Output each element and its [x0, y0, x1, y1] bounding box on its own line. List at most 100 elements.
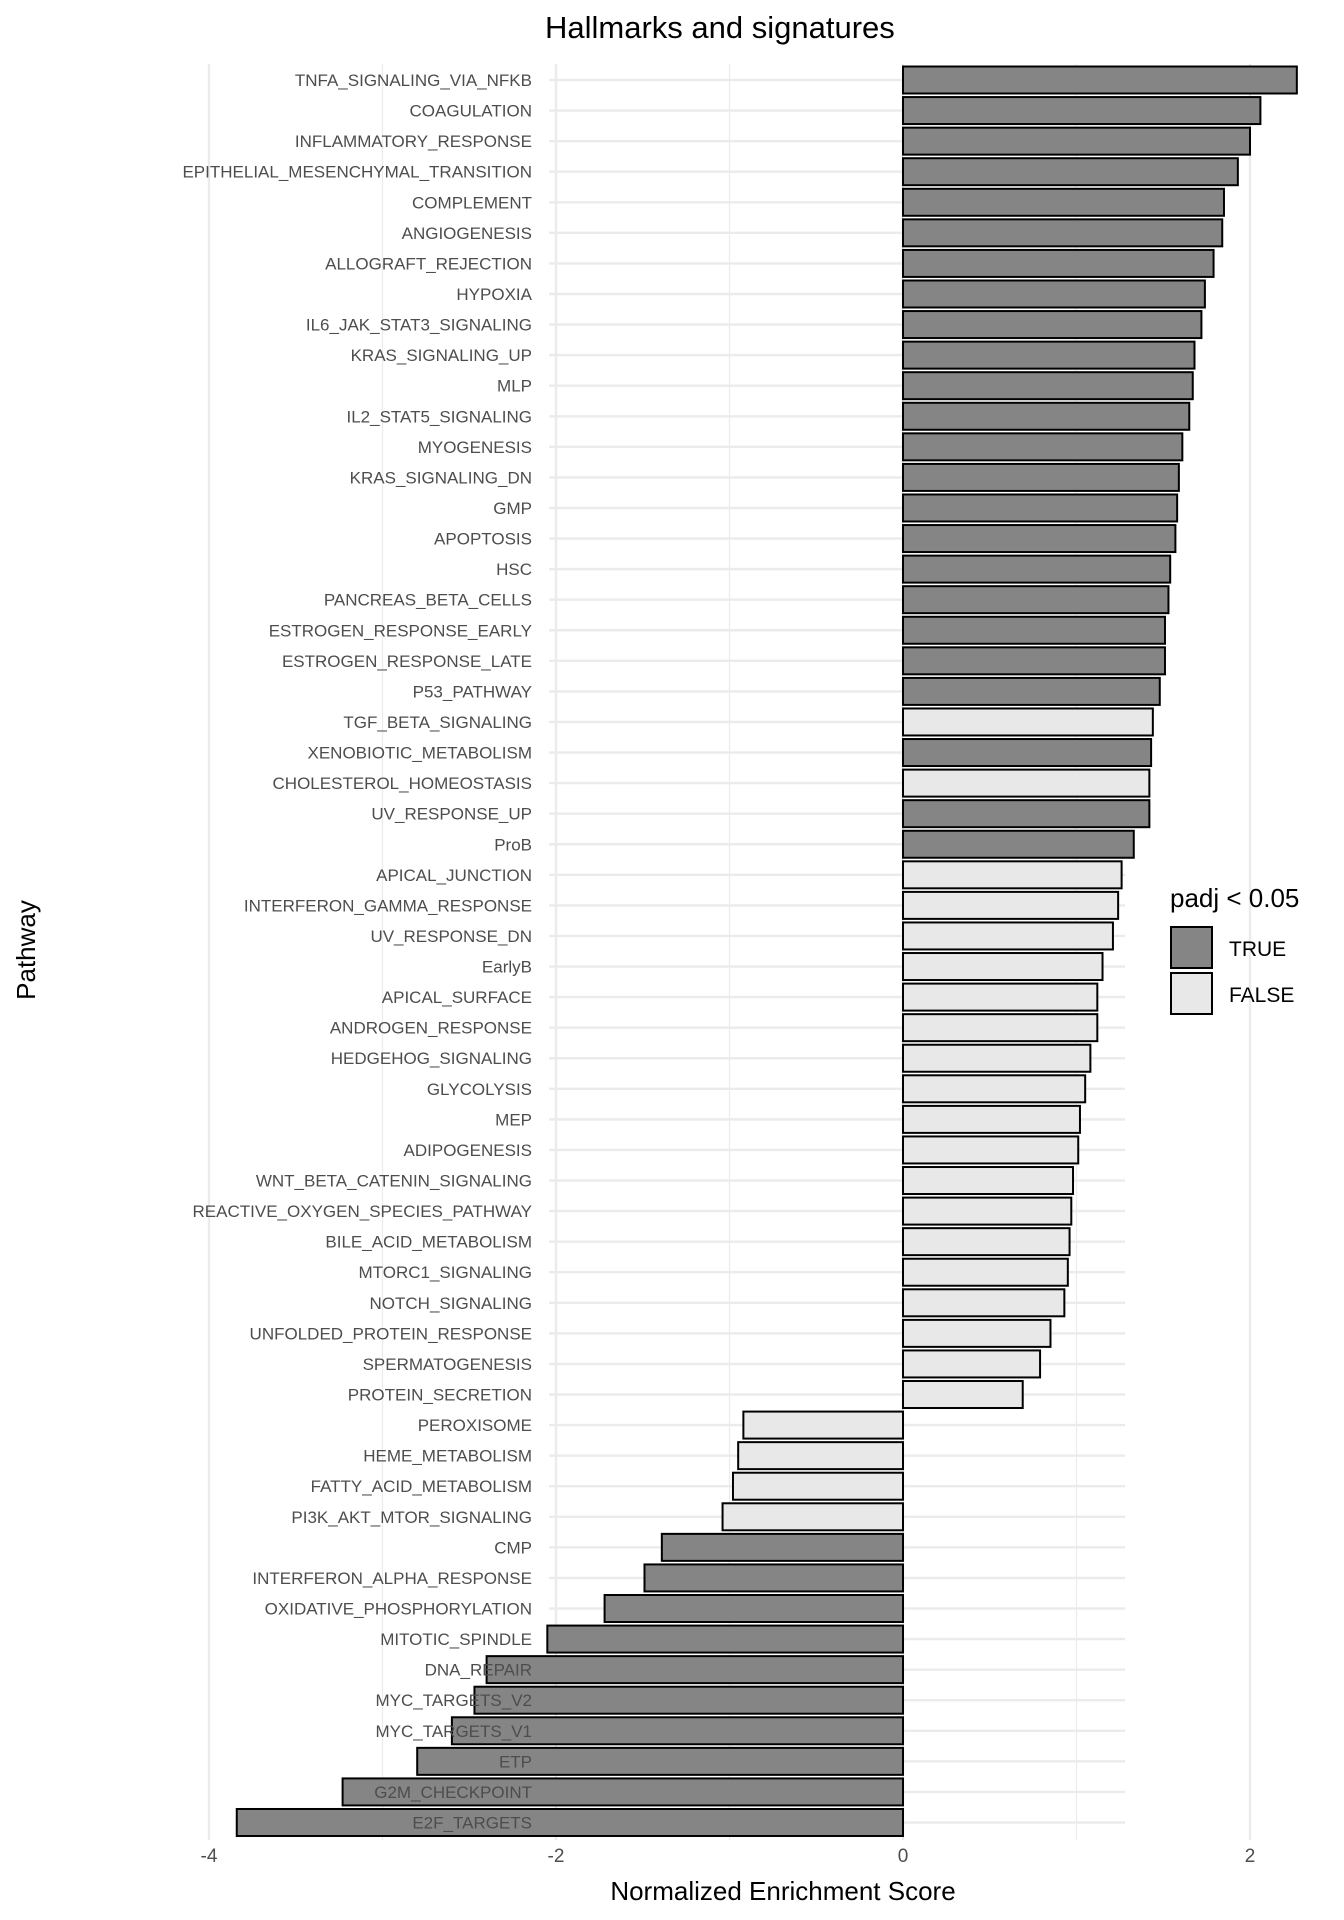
- bar: [235, 1807, 904, 1837]
- y-tick-label: HYPOXIA: [456, 285, 532, 304]
- bar: [902, 218, 1224, 248]
- x-tick-label: 2: [1245, 1846, 1256, 1867]
- y-tick-label: E2F_TARGETS: [412, 1813, 532, 1832]
- bar: [902, 1380, 1024, 1410]
- y-tick-label: APICAL_JUNCTION: [376, 866, 532, 885]
- bar: [902, 493, 1179, 523]
- y-tick-label: BILE_ACID_METABOLISM: [325, 1233, 532, 1252]
- bar: [902, 554, 1172, 584]
- y-tick-label: MYOGENESIS: [418, 438, 532, 457]
- bar: [902, 401, 1191, 431]
- y-tick-label: CHOLESTEROL_HOMEOSTASIS: [273, 774, 532, 793]
- bar: [902, 1043, 1092, 1073]
- bar: [902, 524, 1177, 554]
- y-tick-label: EPITHELIAL_MESENCHYMAL_TRANSITION: [182, 163, 532, 182]
- bar: [721, 1502, 904, 1532]
- y-tick-label: KRAS_SIGNALING_UP: [351, 346, 532, 365]
- x-tick-label: 0: [898, 1846, 909, 1867]
- bars: [235, 65, 1298, 1837]
- bar: [902, 310, 1203, 340]
- y-tick-label: ESTROGEN_RESPONSE_LATE: [282, 652, 532, 671]
- x-tick-label: -2: [548, 1846, 565, 1867]
- y-tick-label: ETP: [499, 1752, 532, 1771]
- y-tick-labels: TNFA_SIGNALING_VIA_NFKB COAGULATION INFLAM…: [182, 71, 532, 1832]
- legend: padj < 0.05 TRUE FALSE: [1170, 883, 1299, 1015]
- bar: [485, 1655, 904, 1685]
- bar: [603, 1594, 905, 1623]
- x-tick-label: -4: [201, 1846, 218, 1867]
- bar: [902, 1074, 1087, 1104]
- y-tick-label: APOPTOSIS: [434, 530, 532, 549]
- bar: [742, 1410, 904, 1440]
- bar: [902, 829, 1135, 859]
- bar: [902, 1135, 1080, 1165]
- bar: [902, 340, 1196, 370]
- bar: [902, 1227, 1071, 1257]
- y-tick-label: APICAL_SURFACE: [382, 988, 532, 1007]
- bar: [546, 1624, 904, 1654]
- y-tick-label: CMP: [494, 1538, 532, 1557]
- bar: [902, 1318, 1052, 1348]
- y-tick-label: HEDGEHOG_SIGNALING: [331, 1049, 532, 1068]
- bar: [902, 1104, 1081, 1134]
- bar: [902, 615, 1166, 645]
- y-tick-label: P53_PATHWAY: [413, 682, 532, 701]
- y-tick-label: XENOBIOTIC_METABOLISM: [307, 744, 532, 763]
- bar: [902, 1013, 1099, 1043]
- y-tick-label: FATTY_ACID_METABOLISM: [311, 1477, 532, 1496]
- bar: [902, 799, 1151, 829]
- y-tick-label: GMP: [493, 499, 532, 518]
- bar: [902, 279, 1206, 309]
- bar: [902, 157, 1239, 187]
- bar: [902, 1288, 1066, 1318]
- y-tick-label: ProB: [494, 835, 532, 854]
- y-tick-label: UV_RESPONSE_UP: [371, 805, 532, 824]
- bar: [902, 65, 1298, 95]
- y-tick-label: EarlyB: [482, 958, 532, 977]
- bar: [902, 707, 1154, 737]
- y-tick-label: MYC_TARGETS_V1: [375, 1722, 532, 1741]
- y-tick-label: ANGIOGENESIS: [402, 224, 532, 243]
- bar: [416, 1746, 904, 1776]
- bar: [902, 1257, 1069, 1287]
- x-tick-labels: -4 -2 0 2: [201, 1846, 1256, 1867]
- bar: [902, 371, 1194, 401]
- y-tick-label: MLP: [497, 377, 532, 396]
- y-tick-label: ESTROGEN_RESPONSE_EARLY: [269, 621, 532, 640]
- bar: [902, 96, 1262, 126]
- y-tick-label: G2M_CHECKPOINT: [374, 1783, 532, 1802]
- legend-swatch-false: [1170, 972, 1213, 1015]
- y-tick-label: MYC_TARGETS_V2: [375, 1691, 532, 1710]
- bar: [902, 248, 1215, 278]
- bar: [450, 1716, 904, 1746]
- bar: [902, 1196, 1073, 1226]
- y-tick-label: IL2_STAT5_SIGNALING: [347, 407, 533, 426]
- y-tick-label: UNFOLDED_PROTEIN_RESPONSE: [250, 1324, 532, 1343]
- y-tick-label: HEME_METABOLISM: [363, 1447, 532, 1466]
- legend-label-false: FALSE: [1229, 984, 1294, 1007]
- bar: [473, 1685, 904, 1715]
- bar: [902, 585, 1170, 615]
- x-axis-title: Normalized Enrichment Score: [610, 1876, 955, 1906]
- bar: [902, 462, 1180, 492]
- bar: [902, 738, 1153, 768]
- bar: [902, 890, 1120, 920]
- y-tick-label: PROTEIN_SECRETION: [348, 1386, 532, 1405]
- y-tick-label: SPERMATOGENESIS: [363, 1355, 532, 1374]
- y-tick-label: PEROXISOME: [418, 1416, 532, 1435]
- bar: [902, 126, 1251, 156]
- y-tick-label: ALLOGRAFT_REJECTION: [325, 254, 532, 273]
- chart-title: Hallmarks and signatures: [545, 10, 895, 45]
- y-tick-label: REACTIVE_OXYGEN_SPECIES_PATHWAY: [193, 1202, 532, 1221]
- y-tick-label: HSC: [496, 560, 532, 579]
- y-tick-label: INTERFERON_ALPHA_RESPONSE: [252, 1569, 532, 1588]
- bar: [643, 1563, 904, 1593]
- y-tick-label: GLYCOLYSIS: [427, 1080, 532, 1099]
- bar: [902, 646, 1166, 676]
- y-tick-label: NOTCH_SIGNALING: [370, 1294, 532, 1313]
- y-tick-label: INTERFERON_GAMMA_RESPONSE: [244, 896, 532, 915]
- y-tick-label: ANDROGEN_RESPONSE: [330, 1019, 532, 1038]
- y-tick-label: UV_RESPONSE_DN: [370, 927, 532, 946]
- y-tick-label: KRAS_SIGNALING_DN: [350, 468, 532, 487]
